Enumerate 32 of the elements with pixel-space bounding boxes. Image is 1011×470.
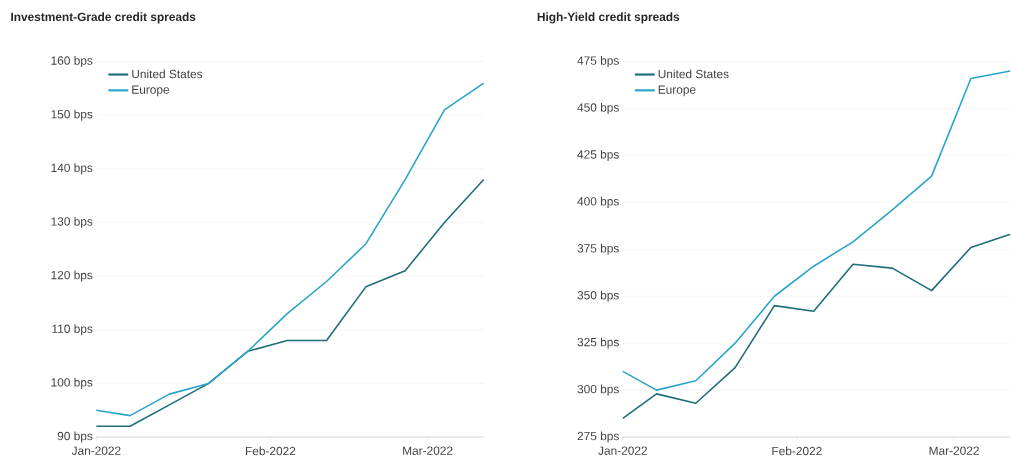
y-tick-label: 110 bps (52, 324, 93, 336)
y-tick-label: 450 bps (577, 103, 619, 115)
y-tick-label: 400 bps (577, 196, 619, 208)
y-tick-label: 100 bps (51, 377, 93, 390)
y-tick-label: 375 bps (577, 243, 619, 255)
y-tick-label: 350 bps (577, 290, 619, 302)
legend-label: United States (132, 69, 203, 79)
y-tick-label: 425 bps (577, 150, 619, 162)
legend-label: Europe (658, 85, 696, 97)
y-tick-label: 90 bps (57, 431, 93, 443)
line-series (622, 70, 1011, 391)
y-tick-label: 275 bps (577, 431, 619, 443)
line-series (95, 82, 485, 417)
y-tick-label: 160 bps (51, 56, 93, 68)
x-tick-label: Jan-2022 (71, 446, 121, 455)
x-tick-label: Mar-2022 (929, 446, 979, 455)
y-tick-label: 475 bps (577, 56, 619, 68)
line-series (622, 233, 1011, 420)
chart-title: High-Yield credit spreads (537, 12, 680, 24)
y-tick-label: 130 bps (51, 217, 93, 229)
x-tick-label: Mar-2022 (403, 446, 453, 455)
y-tick-label: 120 bps (51, 270, 93, 282)
chart-title: Investment-Grade credit spreads (11, 12, 196, 24)
y-tick-label: 325 bps (577, 337, 619, 349)
legend-label: Europe (132, 85, 170, 97)
y-tick-label: 150 bps (51, 109, 93, 121)
x-tick-label: Jan-2022 (598, 446, 647, 455)
x-tick-label: Feb-2022 (772, 446, 822, 456)
y-tick-label: 140 bps (51, 163, 93, 175)
y-tick-label: 300 bps (577, 384, 619, 396)
x-tick-label: Feb-2022 (245, 446, 296, 456)
legend-label: United States (658, 69, 729, 79)
